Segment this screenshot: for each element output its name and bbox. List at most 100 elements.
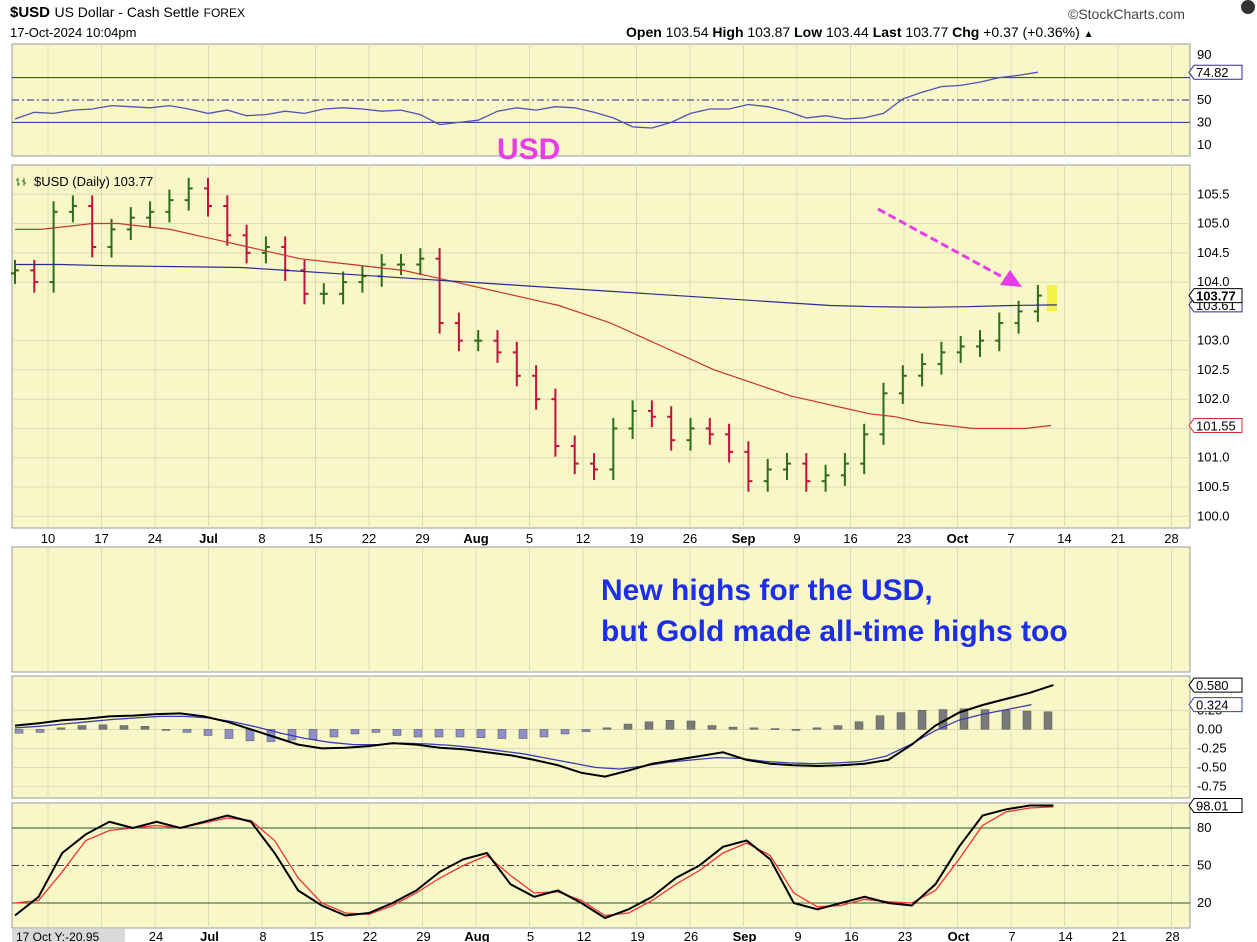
bottom-x-tick-label: 8 xyxy=(259,929,266,942)
bottom-x-tick-label: 15 xyxy=(309,929,323,942)
note-line-2: but Gold made all-time highs too xyxy=(601,615,1068,648)
bottom-x-tick-label: Oct xyxy=(948,929,970,942)
open-value: 103.54 xyxy=(665,24,709,40)
macd-histogram-bar xyxy=(602,727,612,730)
stochastic-tick-label: 80 xyxy=(1197,820,1211,835)
price-tick-label: 104.5 xyxy=(1197,245,1230,260)
high-value: 103.87 xyxy=(747,24,791,40)
symbol: $USD xyxy=(10,4,51,21)
macd-histogram-bar xyxy=(35,729,45,733)
macd-histogram-bar xyxy=(329,729,339,738)
macd-histogram-bar xyxy=(1022,710,1032,730)
x-tick-label: 10 xyxy=(41,531,55,546)
price-tick-label: 101.0 xyxy=(1197,450,1230,465)
x-tick-label: 23 xyxy=(897,531,911,546)
x-tick-label: 15 xyxy=(308,531,322,546)
price-tick-label: 105.5 xyxy=(1197,186,1230,201)
magenta-arrow-head-icon xyxy=(1000,270,1022,287)
macd-panel xyxy=(11,675,1191,799)
x-tick-label: 16 xyxy=(843,531,857,546)
macd-histogram-bar xyxy=(14,729,24,734)
macd-histogram-bar xyxy=(812,727,822,730)
high-label: High xyxy=(712,24,744,40)
usd-annotation: USD xyxy=(497,133,561,166)
macd-histogram-bar xyxy=(224,729,234,739)
macd-histogram-bar xyxy=(1001,710,1011,730)
price-tick-label: 100.5 xyxy=(1197,479,1230,494)
macd-histogram-bar xyxy=(875,715,885,730)
macd-signal-value-tag-text: 0.324 xyxy=(1196,698,1229,713)
bottom-x-tick-label: 19 xyxy=(630,929,644,942)
macd-histogram-bar xyxy=(497,729,507,739)
price-panel xyxy=(11,164,1191,529)
corner-icon[interactable] xyxy=(1241,0,1255,14)
macd-histogram-bar xyxy=(770,728,780,730)
x-tick-label: 22 xyxy=(362,531,376,546)
macd-value-tag-text: 0.580 xyxy=(1196,678,1229,693)
x-tick-label: 8 xyxy=(258,531,265,546)
rsi-tick-label: 10 xyxy=(1197,137,1211,152)
bottom-x-tick-label: 26 xyxy=(684,929,698,942)
annotation-panel xyxy=(11,546,1191,673)
bottom-x-tick-label: 22 xyxy=(363,929,377,942)
chart-datetime: 17-Oct-2024 10:04pm xyxy=(10,25,137,40)
price-tick-label: 103.0 xyxy=(1197,333,1230,348)
macd-histogram-bar xyxy=(707,725,717,730)
macd-tick-label: 0.00 xyxy=(1197,721,1222,736)
bottom-x-tick-label: Jul xyxy=(200,929,219,942)
x-tick-label: 7 xyxy=(1007,531,1014,546)
note-line-1: New highs for the USD, xyxy=(601,574,933,607)
stochastic-tick-label: 50 xyxy=(1197,858,1211,873)
macd-signal-line xyxy=(14,704,1032,770)
macd-histogram-bar xyxy=(665,719,675,730)
chg-value: +0.37 (+0.36%) xyxy=(983,24,1080,40)
macd-histogram-bar xyxy=(728,726,738,730)
macd-histogram-bar xyxy=(434,729,444,738)
stochastic-value-tag xyxy=(1188,797,1243,813)
macd-signal-value-tag xyxy=(1188,697,1243,713)
last-price-tag xyxy=(1188,288,1243,304)
macd-histogram-bar xyxy=(917,710,927,730)
x-tick-label: 12 xyxy=(576,531,590,546)
macd-tick-label: -0.50 xyxy=(1197,760,1227,775)
rsi-tick-label: 90 xyxy=(1197,47,1211,62)
bottom-x-tick-label: 7 xyxy=(1008,929,1015,942)
stochastic-value-tag-text: 98.01 xyxy=(1196,798,1229,813)
sma-blue-line xyxy=(15,263,1057,308)
chg-label: Chg xyxy=(952,24,980,40)
instrument-name: US Dollar - Cash Settle xyxy=(54,4,200,20)
x-tick-label: 28 xyxy=(1164,531,1178,546)
macd-tick-label: -0.75 xyxy=(1197,779,1227,794)
x-tick-label: 9 xyxy=(793,531,800,546)
readout-box xyxy=(12,929,125,942)
macd-histogram-bar xyxy=(119,725,129,730)
bottom-x-tick-label: 14 xyxy=(1058,929,1072,942)
rsi-value-tag-text: 74.82 xyxy=(1196,65,1229,80)
price-tick-label: 100.0 xyxy=(1197,508,1230,523)
macd-line xyxy=(14,684,1054,778)
macd-histogram-bar xyxy=(77,725,87,730)
readout-text: 17 Oct Y:-20.95 xyxy=(16,930,99,942)
macd-histogram-bar xyxy=(1043,711,1053,730)
macd-histogram-bar xyxy=(392,729,402,736)
sma-red-value-tag-text: 101.55 xyxy=(1196,419,1236,434)
macd-histogram-bar xyxy=(644,721,654,730)
bottom-x-tick-label: 5 xyxy=(527,929,534,942)
stochastic-k-line xyxy=(14,804,1054,920)
x-tick-label: Sep xyxy=(732,531,756,546)
rsi-tick-label: 30 xyxy=(1197,114,1211,129)
macd-histogram-bar xyxy=(749,727,759,730)
stochastic-tick-label: 20 xyxy=(1197,895,1211,910)
macd-histogram-bar xyxy=(539,729,549,738)
macd-histogram-bar xyxy=(560,729,570,735)
bottom-x-tick-label: 24 xyxy=(149,929,163,942)
macd-histogram-bar xyxy=(350,729,360,735)
bottom-x-tick-label: 16 xyxy=(844,929,858,942)
x-tick-label: 14 xyxy=(1057,531,1071,546)
macd-histogram-bar xyxy=(581,729,591,732)
x-tick-label: 17 xyxy=(94,531,108,546)
price-tick-label: 102.0 xyxy=(1197,391,1230,406)
macd-histogram-bar xyxy=(182,729,192,733)
macd-histogram-bar xyxy=(791,729,801,731)
